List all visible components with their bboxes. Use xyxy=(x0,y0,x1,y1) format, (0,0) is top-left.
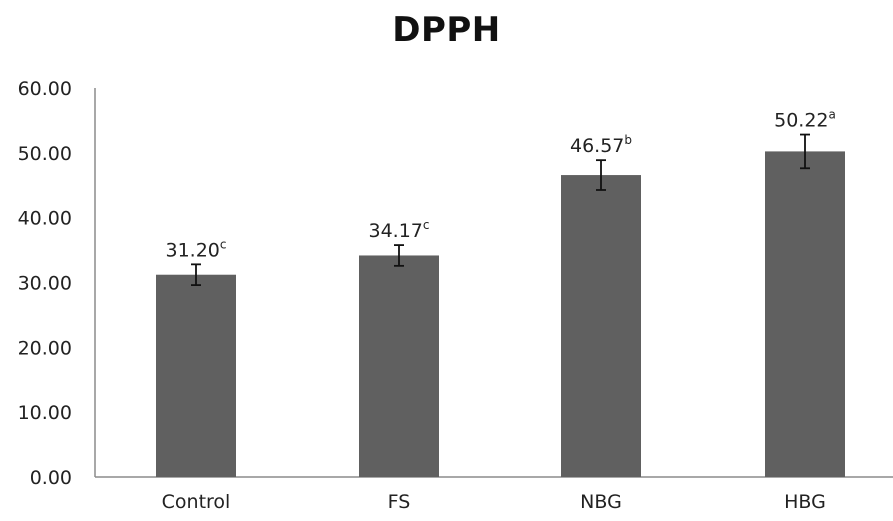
y-tick-label: 60.00 xyxy=(18,78,72,100)
bar xyxy=(359,255,439,477)
chart-title: DPPH xyxy=(392,10,501,50)
data-label: 34.17c xyxy=(368,218,429,242)
x-tick-label: FS xyxy=(388,491,411,513)
y-tick-label: 20.00 xyxy=(18,337,72,359)
x-tick-label: NBG xyxy=(580,491,622,513)
data-label-value: 50.22 xyxy=(774,110,828,132)
data-label-value: 34.17 xyxy=(368,220,422,242)
data-label-value: 46.57 xyxy=(570,135,624,157)
bar xyxy=(156,274,236,477)
y-tick-label: 50.00 xyxy=(18,143,72,165)
y-tick-label: 0.00 xyxy=(30,467,72,489)
significance-letter: c xyxy=(220,237,227,251)
y-tick-label: 10.00 xyxy=(18,402,72,424)
data-label: 31.20c xyxy=(165,237,226,261)
data-label: 50.22a xyxy=(774,108,836,132)
significance-letter: b xyxy=(624,133,632,147)
bar xyxy=(561,175,641,477)
bar xyxy=(765,151,845,478)
data-label-value: 31.20 xyxy=(165,239,219,261)
data-label: 46.57b xyxy=(570,133,632,157)
significance-letter: a xyxy=(829,108,836,122)
y-tick-label: 30.00 xyxy=(18,273,72,295)
significance-letter: c xyxy=(423,218,430,232)
x-tick-label: Control xyxy=(162,491,231,513)
x-tick-label: HBG xyxy=(784,491,826,513)
y-tick-label: 40.00 xyxy=(18,208,72,230)
